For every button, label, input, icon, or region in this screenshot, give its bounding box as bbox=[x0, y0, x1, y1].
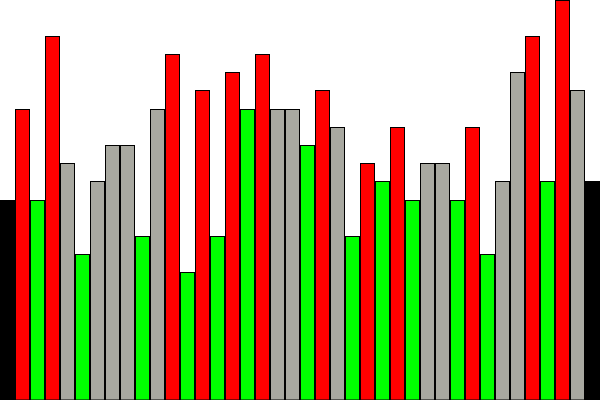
bar-19 bbox=[270, 109, 285, 400]
bar-40 bbox=[585, 181, 600, 400]
bar-8 bbox=[105, 145, 120, 400]
bar-25 bbox=[360, 163, 375, 400]
bar-22 bbox=[315, 90, 330, 400]
bar-9 bbox=[120, 145, 135, 400]
bar-16 bbox=[225, 72, 240, 400]
bar-27 bbox=[390, 127, 405, 400]
bar-29 bbox=[420, 163, 435, 400]
bar-36 bbox=[525, 36, 540, 400]
bar-6 bbox=[75, 254, 90, 400]
bar-26 bbox=[375, 181, 390, 400]
bar-3 bbox=[30, 200, 45, 400]
bar-30 bbox=[435, 163, 450, 400]
bar-4 bbox=[45, 36, 60, 400]
bar-32 bbox=[465, 127, 480, 400]
bar-39 bbox=[570, 90, 585, 400]
bar-33 bbox=[480, 254, 495, 400]
bar-24 bbox=[345, 236, 360, 400]
bar-5 bbox=[60, 163, 75, 400]
bar-17 bbox=[240, 109, 255, 400]
bar-18 bbox=[255, 54, 270, 400]
bar-21 bbox=[300, 145, 315, 400]
bar-11 bbox=[150, 109, 165, 400]
bar-12 bbox=[165, 54, 180, 400]
bar-1 bbox=[0, 200, 15, 400]
bar-31 bbox=[450, 200, 465, 400]
bar-37 bbox=[540, 181, 555, 400]
bar-13 bbox=[180, 272, 195, 400]
bar-34 bbox=[495, 181, 510, 400]
bar-35 bbox=[510, 72, 525, 400]
bar-28 bbox=[405, 200, 420, 400]
bar-15 bbox=[210, 236, 225, 400]
bar-7 bbox=[90, 181, 105, 400]
bar-2 bbox=[15, 109, 30, 400]
bar-23 bbox=[330, 127, 345, 400]
bar-20 bbox=[285, 109, 300, 400]
bar-10 bbox=[135, 236, 150, 400]
bar-14 bbox=[195, 90, 210, 400]
bar-38 bbox=[555, 0, 570, 400]
